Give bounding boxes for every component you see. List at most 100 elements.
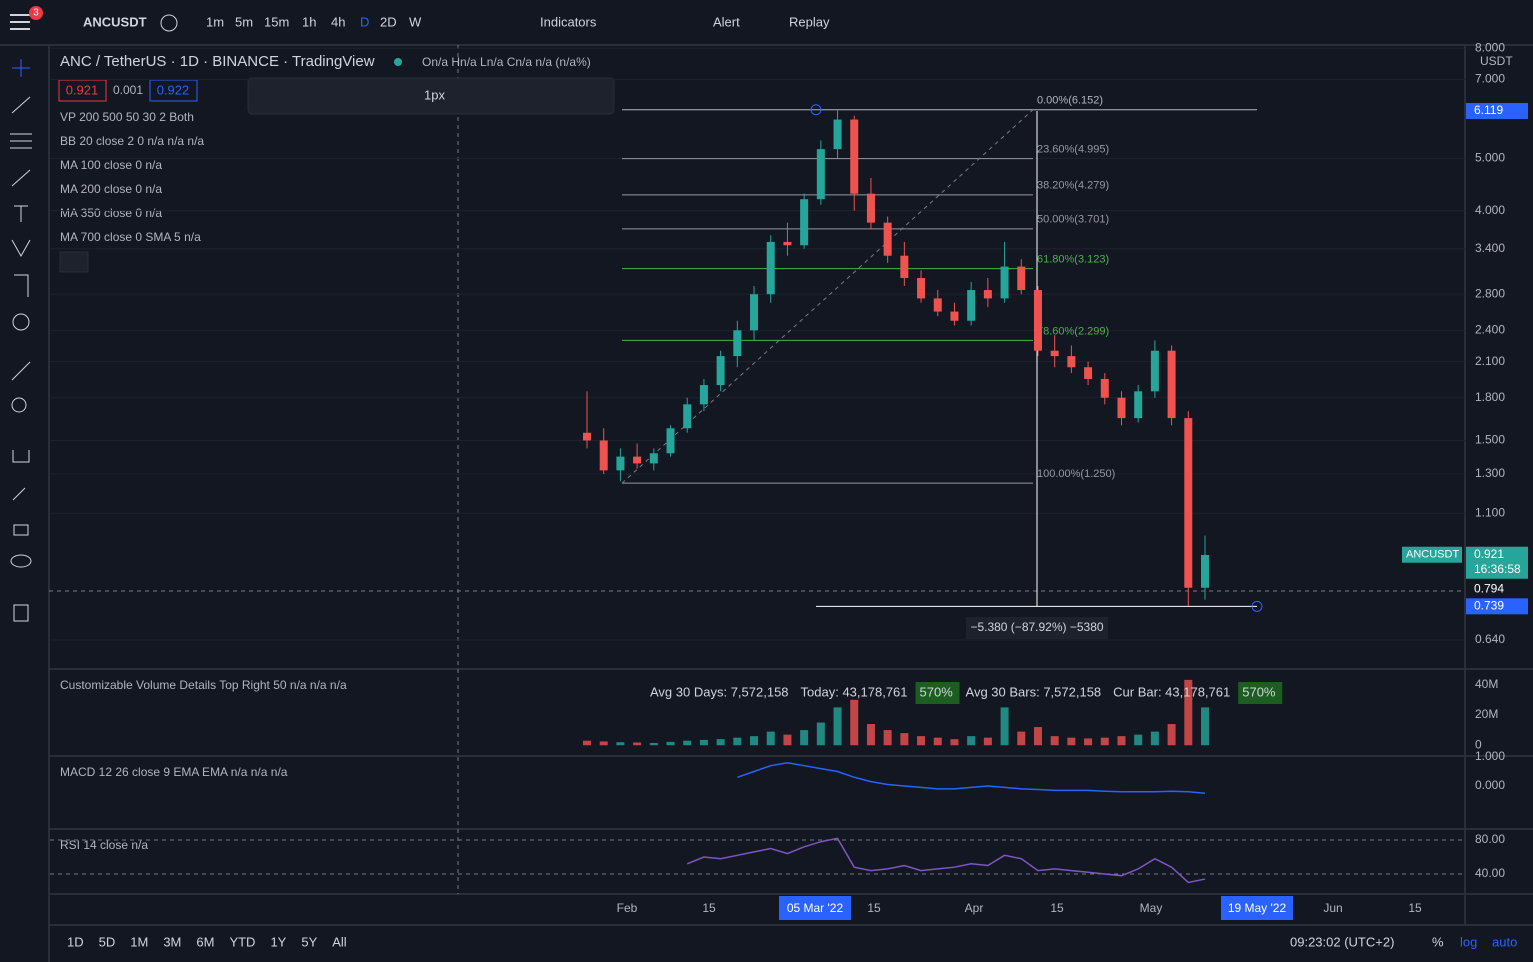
study-legend: MA 350 close 0 n/a (60, 206, 162, 220)
fib-label: 38.20%(4.279) (1037, 180, 1109, 192)
range-button[interactable]: 6M (196, 934, 214, 949)
volume-stat: Avg 30 Bars: 7,572,158 (966, 684, 1102, 699)
price-badge-label: 6.119 (1474, 103, 1503, 117)
interval[interactable]: 5m (235, 14, 253, 29)
volume-bar (1033, 727, 1042, 746)
replay-button[interactable]: Replay (789, 14, 830, 29)
x-tick-label: 15 (1408, 901, 1422, 915)
interval[interactable]: 2D (380, 14, 397, 29)
volume-bar (933, 737, 942, 746)
x-tick-label: 15 (1050, 901, 1064, 915)
volume-bar (649, 742, 658, 746)
indicator-line (686, 837, 1206, 884)
anchor (810, 104, 822, 116)
y-tick-label: 4.000 (1475, 203, 1505, 217)
volume-stat: 570% (1242, 684, 1276, 699)
add-symbol[interactable] (160, 14, 178, 32)
volume-bar (583, 740, 591, 746)
candle-body (950, 311, 959, 321)
symbol-badge-label: ANCUSDT (1406, 549, 1459, 561)
fib-label: 0.00%(6.152) (1037, 95, 1103, 107)
volume-bar (1167, 724, 1176, 746)
range-button[interactable]: All (332, 934, 347, 949)
fib-label: 50.00%(3.701) (1037, 214, 1109, 226)
auto-toggle[interactable]: auto (1492, 934, 1517, 949)
clock: 09:23:02 (UTC+2) (1290, 934, 1394, 949)
date-highlight (779, 896, 851, 920)
candle-body (1201, 554, 1209, 588)
volume-bar (1000, 707, 1009, 746)
indicator-line (737, 762, 1206, 794)
collapse-button[interactable] (59, 251, 89, 273)
range-button[interactable]: 1M (130, 934, 148, 949)
alert-button[interactable]: Alert (713, 14, 740, 29)
price-badge (1466, 598, 1528, 615)
drawing-tools[interactable] (10, 59, 32, 622)
candle-body (666, 428, 675, 454)
volume-bar (866, 724, 875, 746)
volume-bar (1184, 679, 1193, 746)
candle-body (783, 241, 792, 246)
range-button[interactable]: 3M (163, 934, 181, 949)
candle-body (967, 290, 976, 321)
range-button[interactable]: YTD (229, 934, 255, 949)
ask-box[interactable] (149, 79, 198, 102)
menu-icon[interactable] (10, 14, 30, 30)
volume-bar (666, 741, 675, 746)
candle-body (649, 453, 658, 464)
candle-body (1033, 290, 1042, 351)
candle-body (900, 255, 909, 279)
volume-bar (1150, 731, 1159, 746)
percent-toggle[interactable]: % (1432, 934, 1444, 949)
y-tick-label: 40.00 (1475, 866, 1505, 880)
range-button[interactable]: 1D (67, 934, 84, 949)
line-width[interactable]: 1px (424, 87, 445, 102)
fib-label: 78.60%(2.299) (1037, 325, 1109, 337)
anchor (1251, 600, 1263, 612)
volume-bar (766, 731, 775, 746)
candle-body (683, 404, 692, 429)
candle-body (866, 193, 875, 223)
range-button[interactable]: 5D (99, 934, 116, 949)
spread: 0.001 (113, 83, 143, 97)
candle-body (1017, 266, 1026, 291)
indicators-button[interactable]: Indicators (540, 14, 597, 29)
x-tick-label: Jun (1323, 901, 1342, 915)
volume-bar (1100, 737, 1109, 746)
interval[interactable]: 1m (206, 14, 224, 29)
price-badge-label: 0.921 (1474, 547, 1504, 561)
interval[interactable]: 1h (302, 14, 316, 29)
chart-legend-title: ANC / TetherUS · 1D · BINANCE · TradingV… (60, 53, 375, 70)
price-badge-label: 0.794 (1474, 582, 1504, 596)
volume-bar (1134, 734, 1143, 746)
candle-body (766, 241, 775, 295)
y-tick-label: 7.000 (1475, 72, 1505, 86)
symbol[interactable]: ANCUSDT (83, 14, 147, 29)
y-tick-label: 1.000 (1475, 749, 1505, 763)
candle-body (816, 149, 825, 200)
range-button[interactable]: 1Y (270, 934, 286, 949)
candle-body (1100, 378, 1109, 398)
volume-bar (616, 742, 625, 746)
volume-bar (983, 737, 992, 746)
range-button[interactable]: 5Y (301, 934, 317, 949)
bid-box[interactable] (58, 79, 107, 102)
candle-body (983, 290, 992, 299)
interval[interactable]: 4h (331, 14, 345, 29)
y-tick-label: 5.000 (1475, 151, 1505, 165)
drawing-toolbar (247, 77, 615, 115)
ask: 0.922 (157, 82, 190, 97)
volume-bar (1067, 737, 1076, 746)
volume-bar (599, 741, 608, 746)
interval[interactable]: W (409, 14, 422, 29)
interval[interactable]: 15m (264, 14, 289, 29)
volume-bar (699, 739, 708, 746)
price-badge-label: 0.739 (1474, 599, 1504, 613)
log-toggle[interactable]: log (1460, 934, 1477, 949)
volume-bar (1050, 736, 1059, 746)
interval[interactable]: D (360, 14, 369, 29)
candle-body (599, 440, 608, 471)
volume-bar (816, 722, 825, 746)
volume-bar (833, 707, 842, 746)
